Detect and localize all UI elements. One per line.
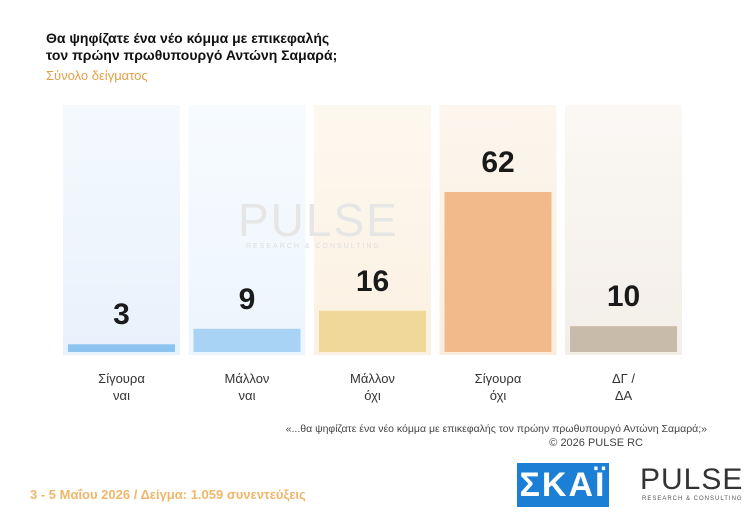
value-label: 9 <box>238 282 256 316</box>
value-label: 16 <box>355 264 390 298</box>
value-label: 62 <box>481 146 515 179</box>
chart-subtitle: Σύνολο δείγματος <box>46 68 148 83</box>
x-tick-label: Μάλλον όχι <box>350 371 395 403</box>
bar <box>193 328 301 352</box>
bar <box>570 326 677 352</box>
value-label: 10 <box>606 280 641 314</box>
column-panel <box>188 105 306 355</box>
x-tick-label: Μάλλον ναι <box>224 371 270 403</box>
watermark: PULSE <box>238 194 399 246</box>
bar <box>444 192 552 352</box>
logo-skai: ΣΚΑΪ <box>517 463 609 507</box>
column-panel <box>63 105 180 355</box>
copyright: © 2026 PULSE RC <box>549 437 643 449</box>
bar <box>319 310 426 352</box>
value-label: 3 <box>113 298 130 332</box>
x-tick-label: Σίγουρα ναι <box>98 371 145 403</box>
watermark-sub: RESEARCH & CONSULTING <box>246 243 381 250</box>
column-panel <box>565 105 682 355</box>
fieldwork: 3 - 5 Μαΐου 2026 / Δείγμα: 1.059 συνεντε… <box>30 487 306 502</box>
chart-title: Θα ψηφίζατε ένα νέο κόμμα με επικεφαλής … <box>46 30 338 63</box>
x-tick-label: ΔΓ / ΔΑ <box>611 371 636 403</box>
bar <box>68 344 175 352</box>
x-tick-label: Σίγουρα όχι <box>474 371 522 403</box>
logo-pulse-sub: RESEARCH & CONSULTING <box>642 496 743 502</box>
logo-pulse: PULSE <box>640 463 744 496</box>
footnote: «...θα ψηφίζατε ένα νέο κόμμα με επικεφα… <box>285 423 707 435</box>
